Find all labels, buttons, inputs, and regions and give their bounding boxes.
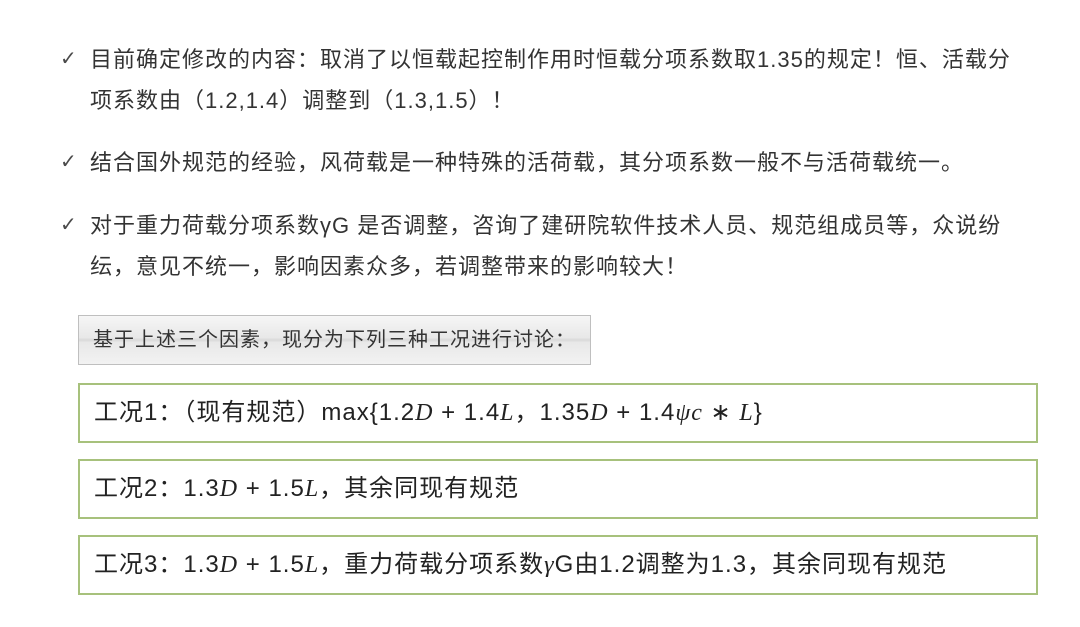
case-box-3: 工况3：1.3D + 1.5L，重力荷载分项系数γG由1.2调整为1.3，其余同…: [78, 535, 1038, 595]
sub-heading-box: 基于上述三个因素，现分为下列三种工况进行讨论：: [78, 315, 591, 365]
case1-sep: ，: [515, 399, 540, 426]
bullet-text-3: 对于重力荷载分项系数γG 是否调整，咨询了建研院软件技术人员、规范组成员等，众说…: [90, 206, 1020, 287]
case3-gvar: G: [555, 551, 575, 578]
sub-heading-text: 基于上述三个因素，现分为下列三种工况进行讨论：: [93, 329, 576, 351]
bullet-item-3: ✓ 对于重力荷载分项系数γG 是否调整，咨询了建研院软件技术人员、规范组成员等，…: [60, 206, 1020, 287]
case2-v2: L: [305, 476, 319, 502]
case3-mid1: ，重力荷载分项系数: [319, 551, 544, 578]
bullet-item-2: ✓ 结合国外规范的经验，风荷载是一种特殊的活荷载，其分项系数一般不与活荷载统一。: [60, 143, 1020, 184]
case2-plus: +: [238, 475, 268, 502]
check-icon: ✓: [60, 143, 90, 181]
case1-label: 工况1：（现有规范）: [94, 399, 321, 426]
case1-fn: max: [321, 399, 369, 426]
case-box-1: 工况1：（现有规范）max{1.2D + 1.4L，1.35D + 1.4ψc …: [78, 383, 1038, 443]
case3-v1: D: [220, 552, 238, 578]
case1-t2v1: D: [590, 400, 608, 426]
case2-label: 工况2：: [94, 475, 183, 502]
case2-c1: 1.3: [183, 475, 219, 502]
case1-open: {: [370, 399, 379, 426]
case3-v2: L: [305, 552, 319, 578]
case1-psi: ψ: [675, 400, 691, 426]
case1-mult: ∗: [703, 399, 739, 426]
bullet-item-1: ✓ 目前确定修改的内容：取消了以恒载起控制作用时恒载分项系数取1.35的规定！恒…: [60, 40, 1020, 121]
case1-t2c1: 1.35: [540, 399, 591, 426]
case1-t1v1: D: [415, 400, 433, 426]
case1-t1c1: 1.2: [379, 399, 415, 426]
slide-container: ✓ 目前确定修改的内容：取消了以恒载起控制作用时恒载分项系数取1.35的规定！恒…: [0, 0, 1080, 627]
bullet-text-1: 目前确定修改的内容：取消了以恒载起控制作用时恒载分项系数取1.35的规定！恒、活…: [90, 40, 1020, 121]
case1-t2v2: L: [739, 400, 753, 426]
bullet-list: ✓ 目前确定修改的内容：取消了以恒载起控制作用时恒载分项系数取1.35的规定！恒…: [60, 40, 1020, 287]
bullet-text-2: 结合国外规范的经验，风荷载是一种特殊的活荷载，其分项系数一般不与活荷载统一。: [90, 143, 1020, 184]
case3-mid2: 由1.2调整为1.3，其余同现有规范: [574, 551, 947, 578]
case2-c2: 1.5: [268, 475, 304, 502]
case1-psi-sub: c: [691, 400, 703, 426]
case1-close: }: [754, 399, 763, 426]
check-icon: ✓: [60, 206, 90, 244]
case3-c1: 1.3: [183, 551, 219, 578]
case1-plus2: +: [609, 399, 639, 426]
case3-plus: +: [238, 551, 268, 578]
case1-t1c2: 1.4: [464, 399, 500, 426]
case2-v1: D: [220, 476, 238, 502]
check-icon: ✓: [60, 40, 90, 78]
case1-t1v2: L: [500, 400, 514, 426]
case3-c2: 1.5: [268, 551, 304, 578]
case1-t2c2: 1.4: [639, 399, 675, 426]
case2-tail: ，其余同现有规范: [319, 475, 519, 502]
case3-gamma: γ: [544, 552, 554, 578]
case3-label: 工况3：: [94, 551, 183, 578]
case1-plus1: +: [433, 399, 463, 426]
case-box-2: 工况2：1.3D + 1.5L，其余同现有规范: [78, 459, 1038, 519]
